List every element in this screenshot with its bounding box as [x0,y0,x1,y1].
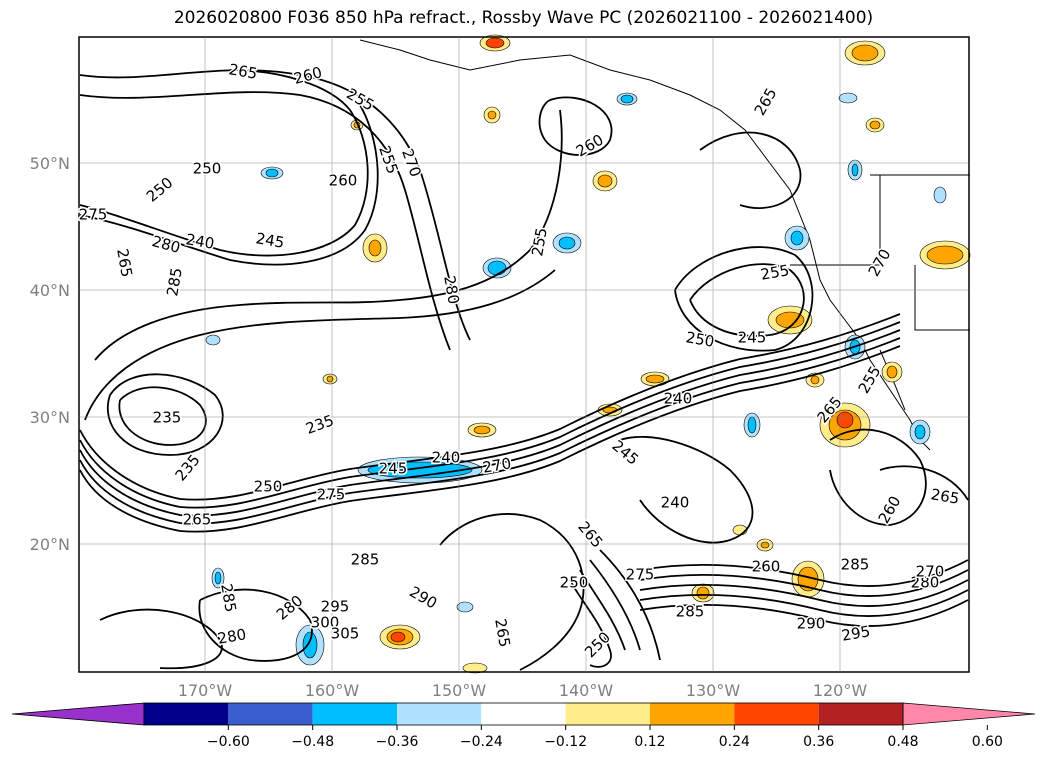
contour-label: 285 [217,582,240,613]
contour-label: 235 [303,411,336,438]
colorbar-tick-label: 0.12 [634,734,665,750]
map-title: 2026020800 F036 850 hPa refract., Rossby… [173,8,874,28]
contour-label: 255 [343,85,377,115]
gridlines [79,37,969,672]
contour-label: 265 [227,60,258,83]
contour-label: 250 [193,160,222,178]
colorbar-extend-low [11,702,145,726]
contour-label: 255 [528,226,551,257]
contour-label: 265 [574,518,606,552]
contour-label: 305 [331,625,360,643]
colorbar-tick-label: −0.48 [291,734,334,750]
contour-label: 280 [440,274,463,305]
lon-label: 160°W [305,681,360,700]
contour-label: 235 [172,451,204,485]
contour-label: 235 [153,409,182,427]
contour-label: 270 [481,454,512,477]
colorbar: −0.60 −0.48 −0.36 −0.24 −0.12 0.12 0.24 0.36 0.4… [11,702,1036,750]
colorbar-bin [734,703,819,725]
lon-label: 140°W [559,681,614,700]
lon-label: 130°W [686,681,741,700]
contour-label: 260 [329,172,358,190]
map-frame [78,36,970,673]
colorbar-bin [481,703,566,725]
longitude-labels: 170°W 160°W 150°W 140°W 130°W 120°W [178,681,868,700]
lat-label: 20°N [30,535,70,554]
contour-labels: 265 260 255 250 255 260 270 250 275 280 285 245 240 2… [77,59,962,663]
contour-label: 240 [184,230,215,253]
contour-label: 275 [79,206,108,224]
contour-label: 250 [560,574,589,592]
colorbar-tick-label: 0.48 [887,734,918,750]
contour-label: 255 [855,363,885,397]
contour-label: 290 [406,583,440,613]
colorbar-tick-label: 0.36 [803,734,834,750]
contour-label: 275 [317,486,346,504]
contour-label: 250 [143,174,177,206]
contour-label: 295 [840,622,871,645]
colorbar-bin [144,703,229,725]
contour-label: 240 [661,494,690,512]
contour-label: 265 [183,511,212,529]
contour-label: 250 [684,328,715,351]
contour-label: 255 [375,143,402,176]
contour-label: 265 [491,617,514,648]
lon-label: 120°W [813,681,868,700]
contour-label: 265 [751,85,781,119]
contour-label: 280 [216,625,247,648]
contour-label: 270 [916,563,945,581]
contour-label: 240 [664,390,693,408]
contour-label: 285 [676,603,705,621]
contour-label: 280 [911,574,940,592]
contour-label: 245 [609,437,643,469]
contour-label: 245 [254,229,285,252]
latitude-labels: 50°N 40°N 30°N 20°N [30,154,70,554]
colorbar-bin [650,703,735,725]
contour-label: 285 [841,556,870,574]
colorbar-tick-label: −0.60 [207,734,250,750]
colorbar-extend-high [902,702,1036,726]
contour-label: 290 [797,615,826,633]
colorbar-bin [565,703,650,725]
contour-label: 240 [432,449,461,467]
contour-label: 265 [113,247,136,278]
contour-label: 285 [163,266,186,297]
contour-label: 265 [929,485,960,508]
colorbar-tick-label: 0.24 [719,734,750,750]
colorbar-bin [312,703,397,725]
contour-label: 245 [379,460,408,478]
colorbar-tick-label: −0.36 [376,734,419,750]
contour-label: 275 [626,566,655,584]
lon-label: 150°W [432,681,487,700]
colorbar-tick-label: −0.12 [544,734,587,750]
contour-label: 285 [351,551,380,569]
colorbar-bin [818,703,903,725]
contour-lines [79,69,969,671]
contour-label: 250 [254,478,283,496]
lat-label: 30°N [30,408,70,427]
lat-label: 40°N [30,281,70,300]
lon-label: 170°W [178,681,233,700]
contour-label: 295 [321,598,350,616]
colorbar-tick-label: −0.24 [460,734,503,750]
colorbar-bin [397,703,482,725]
contour-label: 260 [573,131,607,161]
lat-label: 50°N [30,154,70,173]
contour-label: 270 [398,146,425,179]
contour-label: 270 [865,246,895,280]
coastline [359,39,970,451]
colorbar-tick-label: 0.60 [972,734,1003,750]
colorbar-bin [228,703,313,725]
contour-label: 255 [759,261,790,284]
contour-label: 300 [311,614,340,632]
contour-label: 245 [738,329,767,347]
contour-label: 260 [752,558,781,576]
contour-label: 260 [292,63,324,88]
